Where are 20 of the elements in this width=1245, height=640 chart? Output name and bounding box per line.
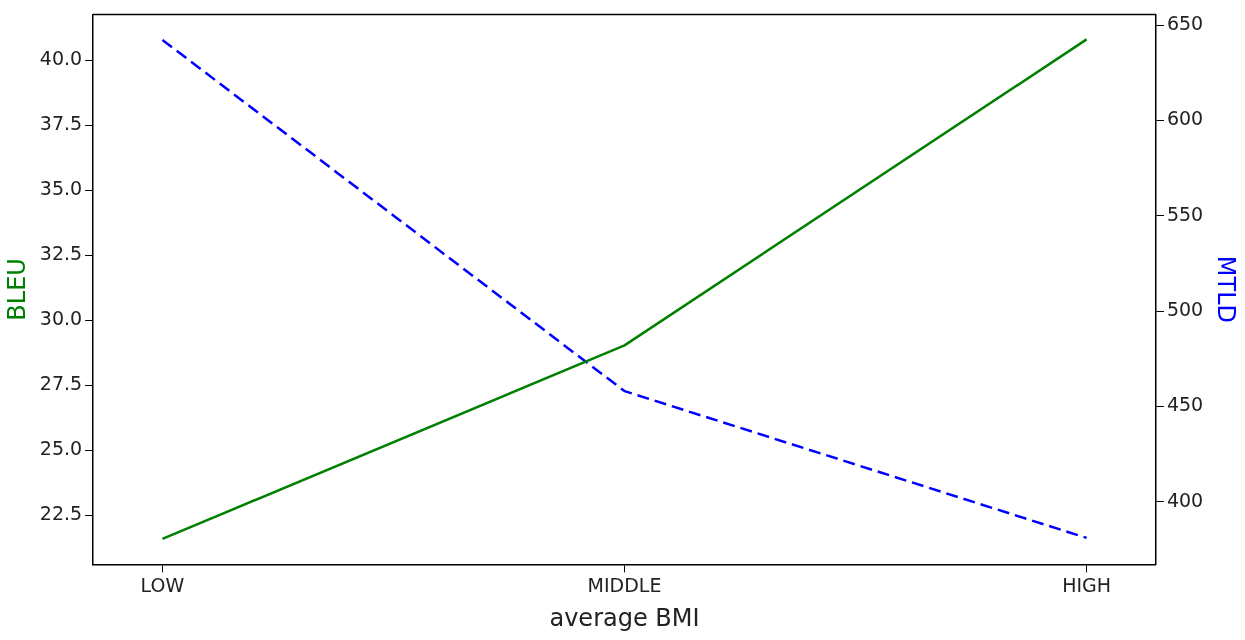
y-tick-label: 27.5 (39, 372, 83, 395)
y-tick-label: 25.0 (39, 437, 83, 460)
y-tick-label: 22.5 (39, 502, 83, 525)
y-axis-title: BLEU (2, 258, 31, 321)
y2-tick-label: 650 (1166, 12, 1204, 35)
y-tick-label: 30.0 (39, 307, 83, 330)
x-tick-label: MIDDLE (587, 573, 662, 596)
x-axis-title: average BMI (549, 603, 700, 632)
y2-tick-label: 400 (1166, 488, 1204, 511)
y2-tick-label: 500 (1166, 297, 1204, 320)
y2-tick-label: 550 (1166, 202, 1204, 225)
x-tick-label: HIGH (1062, 573, 1112, 596)
y2-axis-title: MTLD (1212, 255, 1241, 324)
y-tick-label: 40.0 (39, 47, 83, 70)
y-tick-label: 37.5 (39, 112, 83, 135)
y2-tick-label: 600 (1166, 107, 1204, 130)
y2-tick-label: 450 (1166, 393, 1204, 416)
y-tick-label: 32.5 (39, 242, 83, 265)
y-tick-label: 35.0 (39, 177, 83, 200)
x-tick-label: LOW (140, 573, 185, 596)
